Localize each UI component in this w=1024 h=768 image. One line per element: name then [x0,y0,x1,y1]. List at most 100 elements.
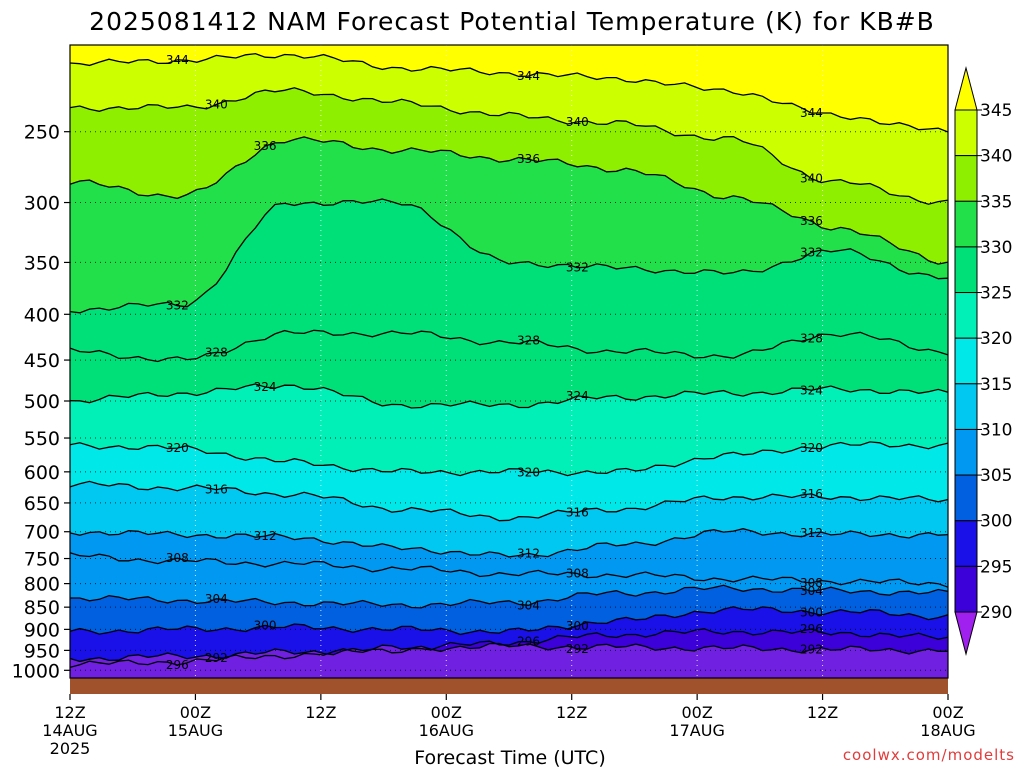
y-tick-label: 900 [24,619,60,641]
x-tick-label: 00Z [932,703,963,722]
x-tick-label: 00Z [431,703,462,722]
colorbar-label: 335 [980,192,1012,212]
isentrope-label: 340 [800,172,823,186]
isentrope-line [69,628,949,669]
colorbar-label: 315 [980,375,1012,395]
isentrope-label: 316 [566,505,589,519]
y-tick-label: 550 [24,428,60,450]
isentrope-label: 292 [566,642,589,656]
isentrope-label: 292 [800,642,823,656]
y-tick-label: 950 [24,640,60,662]
x-tick-date: 14AUG [42,721,97,740]
colorbar-segment [954,337,978,385]
colorbar-extend-top [954,66,978,111]
isentrope-label: 332 [800,245,823,259]
isentrope-line [69,480,949,522]
isentrope-label: 328 [800,332,823,346]
isentrope-label: 312 [254,529,277,543]
isentrope-label: 304 [517,598,540,612]
isentrope-label: 308 [566,567,589,581]
chart-title: 2025081412 NAM Forecast Potential Temper… [89,7,935,36]
y-tick-label: 800 [24,574,60,596]
y-tick-label: 600 [24,462,60,484]
y-tick-label: 500 [24,391,60,413]
isentrope-label: 320 [517,466,540,480]
colorbar-segment [954,383,978,430]
plot-area: 344 344 344 340 340 340 336 336 336 332 332 332 328 3… [69,44,949,694]
x-tick-label: 00Z [180,703,211,722]
credit-text: coolwx.com/modelts [843,746,1015,764]
isentrope-label: 300 [800,606,823,620]
isentrope-line [69,642,948,663]
colorbar-label: 325 [980,284,1012,304]
colorbar-label: 320 [980,329,1012,349]
isentrope-label: 332 [166,299,189,313]
colorbar-extend-bottom [954,611,978,656]
isentrope-label: 300 [566,619,589,633]
colorbar-segment [954,520,978,567]
isentrope-label: 304 [205,592,228,606]
isentrope-label: 316 [800,487,823,501]
x-tick-date: 16AUG [419,721,474,740]
contour-fill-band [70,643,948,678]
isentrope-label: 328 [205,345,228,359]
isentrope-line [69,383,949,409]
isentrope-label: 292 [205,651,228,665]
isentrope-label: 308 [800,576,823,590]
colorbar-label: 295 [980,557,1012,577]
y-axis: 2503003504004505005506006507007508008509… [12,122,70,682]
y-tick-label: 250 [24,122,60,144]
colorbar-segment [954,474,978,522]
isentrope-label: 324 [566,389,589,403]
colorbar-label: 305 [980,466,1012,486]
isentrope-label: 336 [517,152,540,166]
isentrope-label: 340 [566,115,589,129]
y-tick-label: 650 [24,493,60,515]
y-tick-label: 300 [24,193,60,215]
colorbar-label: 290 [980,603,1012,623]
isentrope-label: 336 [800,214,823,228]
y-tick-label: 750 [24,549,60,571]
colorbar-segment [954,155,978,202]
x-tick-label: 00Z [681,703,712,722]
y-tick-label: 700 [24,522,60,544]
x-tick-date: 18AUG [920,721,975,740]
y-tick-label: 400 [24,304,60,326]
isentrope-line [70,584,949,609]
isentrope-line [69,87,949,205]
colorbar-segment [954,292,978,339]
x-tick-label: 12Z [556,703,587,722]
isentrope-label: 336 [254,139,277,153]
x-tick-date: 17AUG [669,721,724,740]
x-tick-label: 12Z [54,703,85,722]
isentrope-label: 340 [205,98,228,112]
isentrope-line [69,198,949,314]
colorbar-segment [954,109,978,157]
x-tick-year: 2025 [50,739,91,758]
isentrope-label: 320 [800,441,823,455]
isentrope-label: 324 [800,383,823,397]
y-tick-label: 450 [24,350,60,372]
x-tick-label: 12Z [807,703,838,722]
isentrope-label: 324 [254,380,277,394]
isentrope-line [69,136,949,265]
colorbar: 345 340 335 330 325 320 315 310 305 300 295 290 [954,66,1012,656]
colorbar-label: 310 [980,420,1012,440]
isentrope-label: 316 [205,483,228,497]
isentrope-line [69,441,949,477]
isentrope-line [69,53,949,133]
isentrope-line [69,329,949,363]
colorbar-label: 340 [980,147,1012,167]
colorbar-label: 345 [980,101,1012,121]
isentrope-label: 308 [166,551,189,565]
x-tick-date: 15AUG [168,721,223,740]
isentrope-label: 344 [517,69,540,83]
x-tick-label: 12Z [305,703,336,722]
isentrope-label: 344 [800,106,823,120]
colorbar-segment [954,246,978,294]
colorbar-segment [954,428,978,476]
colorbar-label: 330 [980,238,1012,258]
isentrope-label: 312 [800,526,823,540]
